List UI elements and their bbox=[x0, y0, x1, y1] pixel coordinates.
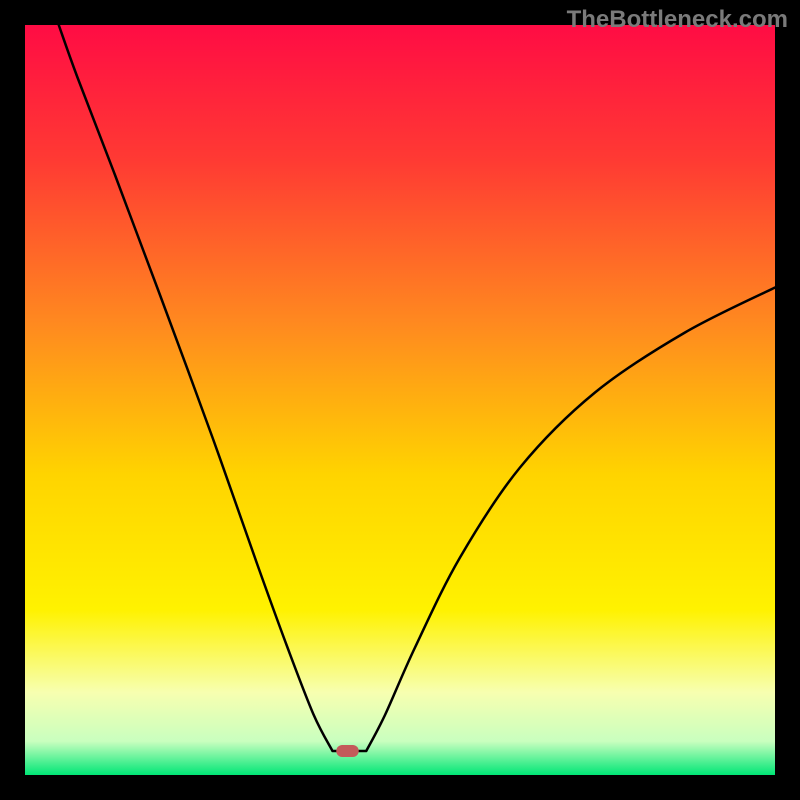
optimal-marker bbox=[336, 745, 359, 757]
plot-background bbox=[25, 25, 775, 775]
chart-svg bbox=[0, 0, 800, 800]
watermark-text: TheBottleneck.com bbox=[567, 6, 788, 34]
bottleneck-chart: TheBottleneck.com bbox=[0, 0, 800, 800]
